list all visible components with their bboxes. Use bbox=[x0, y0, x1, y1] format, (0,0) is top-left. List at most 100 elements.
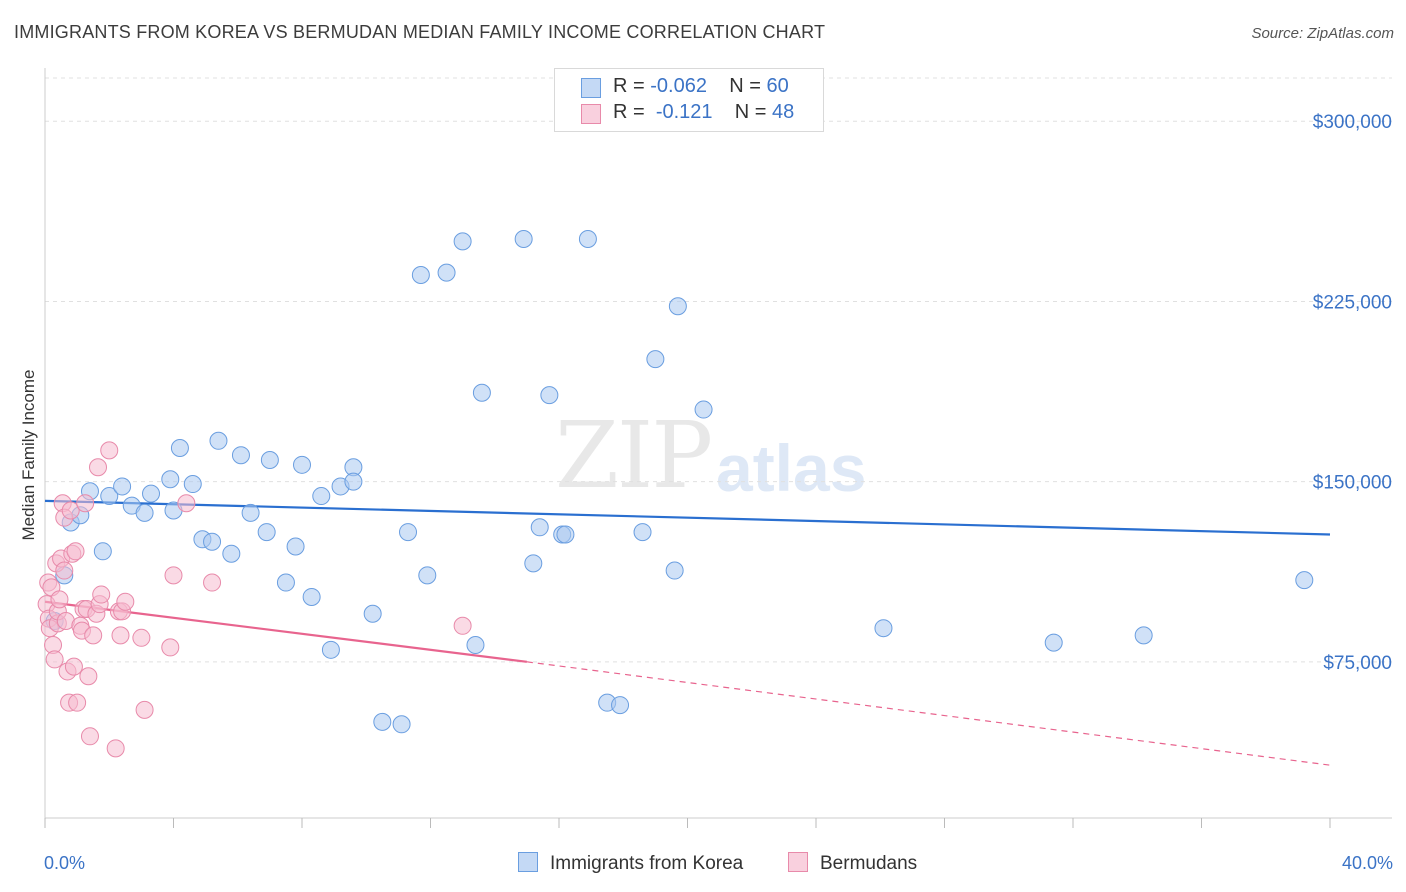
bottom-legend-swatch-korea bbox=[518, 852, 538, 872]
data-point-korea bbox=[556, 525, 575, 544]
data-point-bermuda bbox=[111, 626, 130, 645]
trend-line-bermuda-extension bbox=[526, 661, 1331, 766]
y-axis-label: Median Family Income bbox=[19, 369, 38, 540]
data-point-korea bbox=[363, 604, 382, 623]
data-point-korea bbox=[1295, 571, 1314, 590]
source-label: Source: ZipAtlas.com bbox=[1251, 25, 1394, 42]
data-point-bermuda bbox=[64, 657, 83, 676]
data-point-korea bbox=[472, 383, 491, 402]
data-point-korea bbox=[302, 587, 321, 606]
data-point-korea bbox=[1044, 633, 1063, 652]
trend-line-korea bbox=[44, 499, 1331, 536]
y-tick-label: $150,000 bbox=[1313, 473, 1392, 494]
data-point-korea bbox=[453, 232, 472, 251]
chart-title: IMMIGRANTS FROM KOREA VS BERMUDAN MEDIAN… bbox=[14, 22, 826, 42]
data-point-korea bbox=[231, 446, 250, 465]
data-point-korea bbox=[312, 487, 331, 506]
data-point-bermuda bbox=[61, 501, 80, 520]
data-point-bermuda bbox=[100, 441, 119, 460]
data-point-bermuda bbox=[76, 494, 95, 513]
data-point-korea bbox=[113, 477, 132, 496]
data-point-bermuda bbox=[66, 542, 85, 561]
data-point-bermuda bbox=[135, 700, 154, 719]
bottom-legend-korea: Immigrants from Korea bbox=[518, 852, 743, 875]
data-point-bermuda bbox=[79, 667, 98, 686]
data-point-korea bbox=[161, 470, 180, 489]
legend-swatch-korea bbox=[581, 78, 601, 98]
data-point-korea bbox=[418, 566, 437, 585]
axes bbox=[44, 68, 1392, 828]
y-tick-label: $300,000 bbox=[1313, 112, 1392, 133]
legend-n-label-bermuda: N = bbox=[734, 101, 767, 123]
data-point-bermuda bbox=[92, 585, 111, 604]
data-point-bermuda bbox=[453, 616, 472, 635]
legend-r-label-bermuda: R = bbox=[613, 101, 645, 123]
data-point-korea bbox=[633, 523, 652, 542]
data-point-korea bbox=[100, 487, 119, 506]
legend-n-value-korea: 60 bbox=[766, 75, 789, 97]
watermark-atlas: atlas bbox=[716, 431, 867, 505]
data-point-bermuda bbox=[164, 566, 183, 585]
data-point-korea bbox=[668, 297, 687, 316]
bottom-legend-swatch-bermuda bbox=[788, 852, 808, 872]
data-point-korea bbox=[170, 439, 189, 457]
x-tick-label: 0.0% bbox=[44, 853, 85, 873]
correlation-legend: R = -0.062 N = 60 R = -0.121 N = 48 bbox=[554, 68, 824, 132]
data-point-bermuda bbox=[68, 693, 87, 712]
data-point-korea bbox=[222, 544, 241, 563]
data-point-korea bbox=[392, 715, 411, 734]
data-point-bermuda bbox=[89, 458, 108, 477]
data-point-korea bbox=[344, 472, 363, 491]
data-point-bermuda bbox=[161, 638, 180, 657]
data-point-bermuda bbox=[106, 739, 125, 758]
data-point-korea bbox=[183, 475, 202, 494]
data-point-bermuda bbox=[116, 592, 135, 611]
bottom-legend-bermuda: Bermudans bbox=[788, 852, 917, 875]
data-point-korea bbox=[646, 350, 665, 369]
legend-n-label-korea: N = bbox=[729, 75, 761, 97]
data-point-korea bbox=[540, 386, 559, 405]
data-point-korea bbox=[373, 712, 392, 731]
data-point-bermuda bbox=[84, 626, 103, 645]
data-point-korea bbox=[241, 503, 260, 522]
data-point-korea bbox=[1134, 626, 1153, 645]
data-point-korea bbox=[694, 400, 713, 419]
legend-r-value-bermuda: -0.121 bbox=[655, 101, 713, 123]
data-point-korea bbox=[611, 696, 630, 715]
legend-r-label-korea: R = bbox=[613, 75, 645, 97]
data-point-korea bbox=[135, 503, 154, 522]
data-point-korea bbox=[260, 451, 279, 470]
data-point-korea bbox=[578, 229, 597, 248]
data-point-korea bbox=[437, 263, 456, 282]
data-point-korea bbox=[399, 523, 418, 542]
data-point-korea bbox=[203, 532, 222, 551]
bottom-legend-label-korea: Immigrants from Korea bbox=[550, 853, 744, 874]
data-point-bermuda bbox=[177, 494, 196, 513]
data-point-korea bbox=[286, 537, 305, 556]
data-point-bermuda bbox=[45, 650, 64, 669]
data-point-bermuda bbox=[203, 573, 222, 592]
y-tick-label: $75,000 bbox=[1323, 653, 1392, 674]
data-point-korea bbox=[514, 229, 533, 248]
data-point-korea bbox=[524, 554, 543, 573]
data-point-bermuda bbox=[132, 628, 151, 647]
watermark-zip: ZIP bbox=[555, 402, 713, 509]
data-point-bermuda bbox=[80, 727, 99, 746]
grid-lines bbox=[45, 77, 1392, 663]
tick-labels: $75,000 $150,000 $225,000 $300,000 0.0% 40.0% bbox=[44, 112, 1393, 873]
data-point-korea bbox=[466, 636, 485, 655]
data-point-korea bbox=[142, 484, 161, 503]
data-point-korea bbox=[530, 518, 549, 537]
data-point-bermuda bbox=[50, 590, 69, 609]
data-point-korea bbox=[665, 561, 684, 580]
data-point-korea bbox=[209, 431, 228, 450]
bottom-legend-label-bermuda: Bermudans bbox=[820, 853, 918, 874]
legend-n-value-bermuda: 48 bbox=[772, 101, 795, 123]
data-points bbox=[37, 229, 1314, 758]
data-point-bermuda bbox=[55, 561, 74, 580]
data-point-korea bbox=[93, 542, 112, 561]
x-tick-label: 40.0% bbox=[1342, 853, 1393, 873]
legend-swatch-bermuda bbox=[581, 104, 601, 124]
data-point-korea bbox=[874, 619, 893, 638]
